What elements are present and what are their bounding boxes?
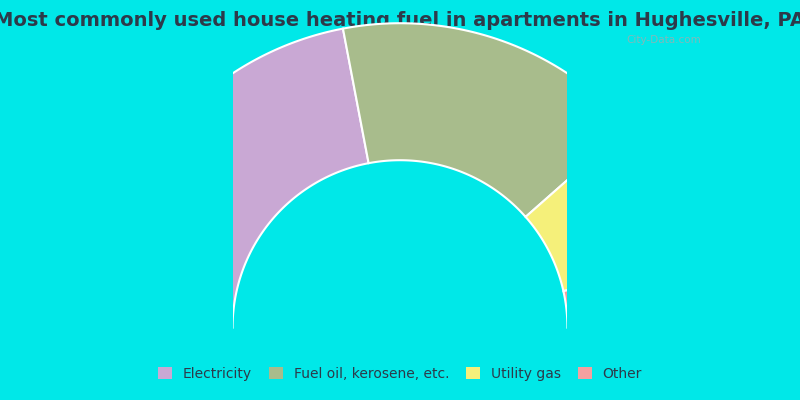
Text: City-Data.com: City-Data.com xyxy=(626,35,702,45)
Legend: Electricity, Fuel oil, kerosene, etc., Utility gas, Other: Electricity, Fuel oil, kerosene, etc., U… xyxy=(151,360,649,388)
Polygon shape xyxy=(563,261,705,328)
Text: Most commonly used house heating fuel in apartments in Hughesville, PA: Most commonly used house heating fuel in… xyxy=(0,10,800,30)
Polygon shape xyxy=(526,126,697,291)
Polygon shape xyxy=(343,23,628,217)
Polygon shape xyxy=(95,29,369,328)
